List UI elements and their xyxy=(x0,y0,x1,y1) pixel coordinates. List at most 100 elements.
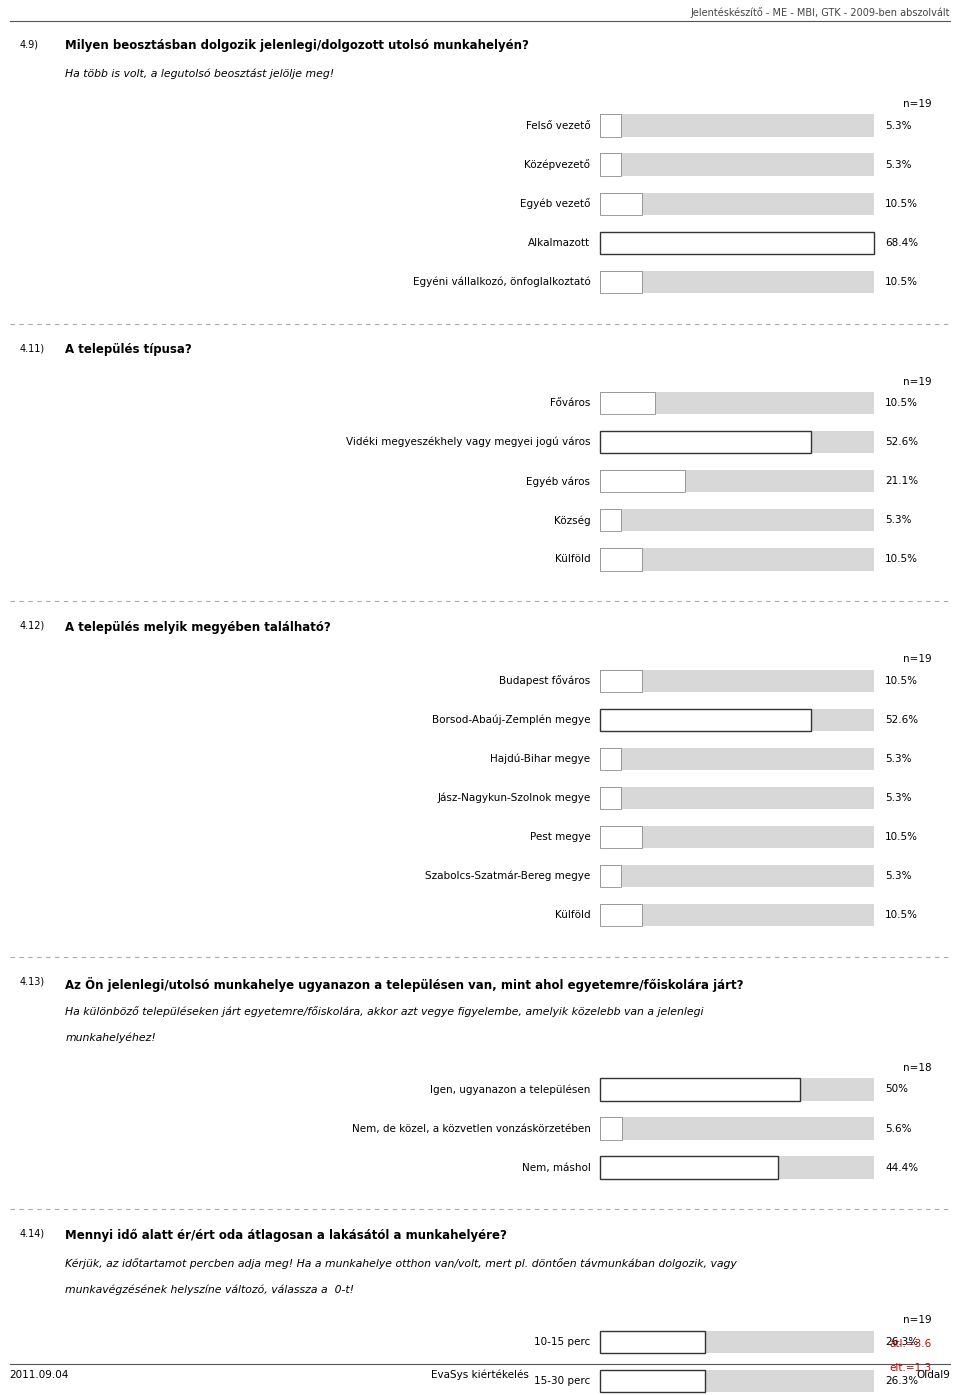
Text: Nem, máshol: Nem, máshol xyxy=(521,1162,590,1173)
FancyBboxPatch shape xyxy=(600,392,874,414)
FancyBboxPatch shape xyxy=(600,1370,874,1392)
Text: 68.4%: 68.4% xyxy=(885,237,919,248)
Text: Ha különböző településeken járt egyetemre/főiskolára, akkor azt vegye figyelembe: Ha különböző településeken járt egyetemr… xyxy=(65,1006,704,1017)
FancyBboxPatch shape xyxy=(600,153,874,176)
Text: 10-15 perc: 10-15 perc xyxy=(534,1336,590,1348)
Text: 10.5%: 10.5% xyxy=(885,675,918,686)
FancyBboxPatch shape xyxy=(600,271,874,293)
Text: 21.1%: 21.1% xyxy=(885,476,919,487)
FancyBboxPatch shape xyxy=(600,709,810,731)
Text: 5.3%: 5.3% xyxy=(885,792,912,804)
Text: Község: Község xyxy=(554,515,590,526)
Text: Pest megye: Pest megye xyxy=(530,831,590,843)
Text: 10.5%: 10.5% xyxy=(885,554,918,565)
Text: 26.3%: 26.3% xyxy=(885,1336,919,1348)
FancyBboxPatch shape xyxy=(600,153,621,176)
Text: Vidéki megyeszékhely vagy megyei jogú város: Vidéki megyeszékhely vagy megyei jogú vá… xyxy=(346,437,590,448)
Text: 5.3%: 5.3% xyxy=(885,753,912,764)
Text: 4.12): 4.12) xyxy=(19,621,44,631)
Text: 10.5%: 10.5% xyxy=(885,398,918,409)
FancyBboxPatch shape xyxy=(600,232,874,254)
FancyBboxPatch shape xyxy=(600,431,810,453)
FancyBboxPatch shape xyxy=(600,1331,874,1353)
Text: 15-30 perc: 15-30 perc xyxy=(534,1375,590,1387)
FancyBboxPatch shape xyxy=(600,1331,706,1353)
FancyBboxPatch shape xyxy=(600,904,642,926)
Text: Külföld: Külföld xyxy=(555,554,590,565)
Text: 5.3%: 5.3% xyxy=(885,515,912,526)
Text: n=19: n=19 xyxy=(902,377,931,386)
FancyBboxPatch shape xyxy=(600,548,874,571)
Text: n=19: n=19 xyxy=(902,99,931,109)
Text: átl.=3.6: átl.=3.6 xyxy=(889,1339,931,1349)
Text: 50%: 50% xyxy=(885,1084,908,1095)
Text: 52.6%: 52.6% xyxy=(885,437,919,448)
FancyBboxPatch shape xyxy=(600,193,642,215)
FancyBboxPatch shape xyxy=(600,470,684,492)
FancyBboxPatch shape xyxy=(600,1078,801,1101)
Text: munkahelyéhez!: munkahelyéhez! xyxy=(65,1032,156,1043)
FancyBboxPatch shape xyxy=(600,548,642,571)
Text: Egyéb vezető: Egyéb vezető xyxy=(520,198,590,209)
FancyBboxPatch shape xyxy=(600,1370,706,1392)
FancyBboxPatch shape xyxy=(600,470,874,492)
FancyBboxPatch shape xyxy=(600,748,621,770)
FancyBboxPatch shape xyxy=(600,114,874,137)
Text: Nem, de közel, a közvetlen vonzáskörzetében: Nem, de közel, a közvetlen vonzáskörzeté… xyxy=(351,1123,590,1134)
FancyBboxPatch shape xyxy=(600,392,655,414)
FancyBboxPatch shape xyxy=(600,431,874,453)
Text: Igen, ugyanazon a településen: Igen, ugyanazon a településen xyxy=(430,1084,590,1095)
Text: n=19: n=19 xyxy=(902,654,931,664)
Text: Mennyi idő alatt ér/ért oda átlagosan a lakásától a munkahelyére?: Mennyi idő alatt ér/ért oda átlagosan a … xyxy=(65,1229,507,1242)
Text: 4.14): 4.14) xyxy=(19,1229,44,1239)
Text: Külföld: Külföld xyxy=(555,910,590,921)
Text: n=19: n=19 xyxy=(902,1315,931,1325)
Text: 4.13): 4.13) xyxy=(19,976,44,986)
Text: Egyéb város: Egyéb város xyxy=(526,476,590,487)
Text: Milyen beosztásban dolgozik jelenlegi/dolgozott utolsó munkahelyén?: Milyen beosztásban dolgozik jelenlegi/do… xyxy=(65,39,529,52)
Text: 10.5%: 10.5% xyxy=(885,198,918,209)
Text: 2011.09.04: 2011.09.04 xyxy=(10,1370,69,1380)
Text: Oldal9: Oldal9 xyxy=(917,1370,950,1380)
FancyBboxPatch shape xyxy=(600,748,874,770)
Text: 5.3%: 5.3% xyxy=(885,159,912,170)
FancyBboxPatch shape xyxy=(600,193,874,215)
FancyBboxPatch shape xyxy=(600,904,874,926)
Text: munkavégzésének helyszíne változó, válassza a  0-t!: munkavégzésének helyszíne változó, válas… xyxy=(65,1285,354,1296)
FancyBboxPatch shape xyxy=(600,865,874,887)
FancyBboxPatch shape xyxy=(600,1156,874,1179)
Text: Egyéni vállalkozó, önfoglalkoztató: Egyéni vállalkozó, önfoglalkoztató xyxy=(413,276,590,287)
Text: A település típusa?: A település típusa? xyxy=(65,343,192,356)
FancyBboxPatch shape xyxy=(600,1156,778,1179)
Text: Jelentéskészítő - ME - MBI, GTK - 2009-ben abszolvált: Jelentéskészítő - ME - MBI, GTK - 2009-b… xyxy=(691,7,950,18)
Text: 4.11): 4.11) xyxy=(19,343,44,353)
Text: Ha több is volt, a legutolsó beosztást jelölje meg!: Ha több is volt, a legutolsó beosztást j… xyxy=(65,68,334,80)
FancyBboxPatch shape xyxy=(600,509,874,531)
FancyBboxPatch shape xyxy=(600,1078,874,1101)
Text: Budapest főváros: Budapest főváros xyxy=(499,675,590,686)
Text: Felső vezető: Felső vezető xyxy=(526,120,590,131)
Text: Alkalmazott: Alkalmazott xyxy=(528,237,590,248)
Text: 4.9): 4.9) xyxy=(19,39,38,49)
FancyBboxPatch shape xyxy=(600,670,874,692)
Text: 5.3%: 5.3% xyxy=(885,120,912,131)
Text: Kérjük, az időtartamot percben adja meg! Ha a munkahelye otthon van/volt, mert p: Kérjük, az időtartamot percben adja meg!… xyxy=(65,1258,737,1269)
FancyBboxPatch shape xyxy=(600,709,874,731)
FancyBboxPatch shape xyxy=(600,1117,874,1140)
Text: A település melyik megyében található?: A település melyik megyében található? xyxy=(65,621,331,633)
Text: 26.3%: 26.3% xyxy=(885,1375,919,1387)
FancyBboxPatch shape xyxy=(600,509,621,531)
Text: 10.5%: 10.5% xyxy=(885,831,918,843)
FancyBboxPatch shape xyxy=(600,1117,622,1140)
Text: Jász-Nagykun-Szolnok megye: Jász-Nagykun-Szolnok megye xyxy=(437,792,590,804)
Text: Az Ön jelenlegi/utolsó munkahelye ugyanazon a településen van, mint ahol egyetem: Az Ön jelenlegi/utolsó munkahelye ugyana… xyxy=(65,976,744,992)
FancyBboxPatch shape xyxy=(600,865,621,887)
FancyBboxPatch shape xyxy=(600,670,642,692)
FancyBboxPatch shape xyxy=(600,826,642,848)
Text: Főváros: Főváros xyxy=(550,398,590,409)
FancyBboxPatch shape xyxy=(600,271,642,293)
Text: 10.5%: 10.5% xyxy=(885,276,918,287)
Text: Szabolcs-Szatmár-Bereg megye: Szabolcs-Szatmár-Bereg megye xyxy=(425,870,590,882)
Text: 52.6%: 52.6% xyxy=(885,714,919,725)
FancyBboxPatch shape xyxy=(600,826,874,848)
